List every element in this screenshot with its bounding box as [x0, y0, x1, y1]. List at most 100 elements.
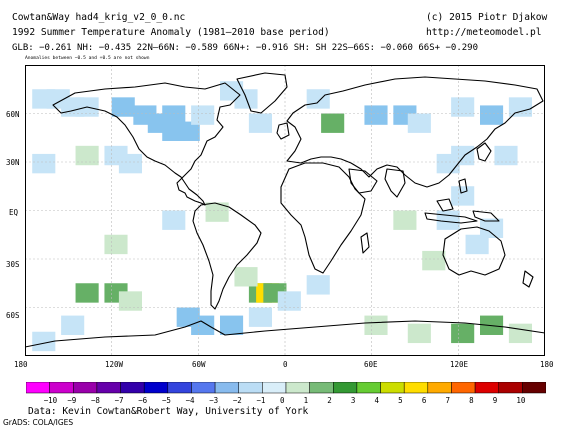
borneo-outline [436, 198, 454, 212]
title-right: (c) 2015 Piotr Djakow [426, 12, 548, 23]
colorbar-label: 1 [303, 396, 309, 405]
anomaly-cell [508, 323, 532, 344]
colorbar-label: 8 [469, 396, 474, 405]
anomaly-cell [220, 315, 244, 335]
colorbar-swatch [474, 382, 499, 394]
anomaly-cell [176, 121, 200, 141]
colorbar-label: −10 [43, 396, 58, 405]
colorbar-swatch [522, 382, 546, 394]
lon-label-120w: 120W [105, 360, 124, 369]
north-america-outline [52, 82, 241, 206]
anomaly-cell [234, 267, 258, 287]
grads-credit: GrADS: COLA/IGES [3, 418, 74, 427]
india-outline [384, 168, 406, 198]
lat-label-eq: EQ [9, 208, 19, 217]
lon-label-0: 0 [283, 360, 288, 369]
lon-label-60w: 60W [192, 360, 206, 369]
world-map [25, 65, 545, 356]
colorbar-swatch [238, 382, 263, 394]
africa-outline [280, 162, 366, 274]
anomaly-cell [162, 105, 186, 125]
colorbar-label: 0 [280, 396, 285, 405]
anomaly-cell [111, 97, 135, 117]
colorbar-swatch [403, 382, 429, 394]
australia-outline [442, 226, 506, 276]
new-guinea-outline [472, 210, 500, 222]
anomaly-cell [480, 105, 504, 125]
madagascar-outline [360, 232, 370, 254]
lon-label-60e: 60E [364, 360, 378, 369]
anomaly-cell [75, 283, 99, 303]
anomaly-cell [104, 234, 128, 255]
anomaly-cell [306, 275, 330, 295]
lat-label-60n: 60N [6, 110, 20, 119]
anomaly-cell [205, 202, 229, 222]
colorbar-swatch [427, 382, 452, 394]
anomaly-cell [248, 113, 272, 133]
colorbar-label: 3 [350, 396, 356, 405]
colorbar-label: −8 [90, 396, 100, 405]
colorbar-label: −6 [138, 396, 148, 405]
colorbar-label: −4 [185, 396, 195, 405]
anomaly-cell [32, 153, 56, 174]
lat-label-60s: 60S [6, 311, 20, 320]
colorbar-swatch [73, 382, 98, 394]
anomaly-cell [277, 291, 301, 311]
british-isles-outline [276, 122, 290, 140]
lon-label-120e: 120E [450, 360, 469, 369]
anomaly-cell [364, 105, 388, 125]
colorbar-label: −3 [209, 396, 219, 405]
colorbar-label: 4 [374, 396, 380, 405]
lon-label-180e: 180 [540, 360, 554, 369]
lon-label-180w: 180 [14, 360, 28, 369]
anomaly-cell [118, 291, 142, 311]
colorbar-swatch [451, 382, 476, 394]
anomaly-cell [436, 153, 460, 174]
anomaly-cell [248, 307, 272, 327]
arabia-outline [348, 168, 378, 194]
philippines-outline [458, 178, 468, 194]
colorbar-label: −2 [232, 396, 242, 405]
colorbar-label: 10 [516, 396, 526, 405]
colorbar-swatch [49, 382, 74, 394]
anomaly-cell [191, 105, 215, 125]
antarctica-outline [25, 320, 545, 356]
colorbar-swatch [167, 382, 192, 394]
anomaly-cell [162, 210, 186, 230]
anomaly-cell [508, 97, 532, 117]
anomaly-cells [32, 81, 532, 352]
anomaly-cell [321, 113, 345, 133]
anomaly-cell [306, 89, 330, 109]
anomaly-cell [436, 210, 460, 230]
lat-label-30n: 30N [6, 158, 20, 167]
anomaly-cell [364, 315, 388, 335]
colorbar-swatch [96, 382, 121, 394]
map-frame [25, 65, 545, 356]
colorbar-swatch [262, 382, 287, 394]
grid-lines [25, 65, 545, 356]
indonesia-outline [424, 212, 478, 224]
japan-outline [476, 142, 492, 162]
anomaly-cell [393, 210, 417, 230]
anomaly-cell [407, 323, 431, 344]
colorbar-label: 5 [398, 396, 403, 405]
colorbar-swatch [498, 382, 523, 394]
colorbar-label: −9 [67, 396, 77, 405]
stats-line: GLB: −0.261 NH: −0.435 22N–66N: −0.589 6… [12, 43, 478, 53]
lat-label-30s: 30S [6, 260, 20, 269]
anomaly-cell [422, 250, 446, 271]
south-america-outline [192, 202, 262, 310]
anomaly-cell [480, 218, 504, 238]
eurasia-outline [286, 76, 544, 188]
colorbar-label: 7 [445, 396, 450, 405]
anomaly-cell [494, 145, 518, 166]
anomaly-note: Anomalies between −0.5 and +0.5 are not … [25, 56, 150, 61]
colorbar-swatch [285, 382, 310, 394]
colorbar-swatch [356, 382, 381, 394]
title-left: Cowtan&Way had4_krig_v2_0_0.nc [12, 12, 186, 23]
colorbar-label: 2 [327, 396, 332, 405]
colorbar-label: −7 [114, 396, 124, 405]
anomaly-cell [451, 186, 475, 206]
colorbar-swatch [120, 382, 145, 394]
data-credit: Data: Kevin Cowtan&Robert Way, Universit… [28, 406, 309, 417]
